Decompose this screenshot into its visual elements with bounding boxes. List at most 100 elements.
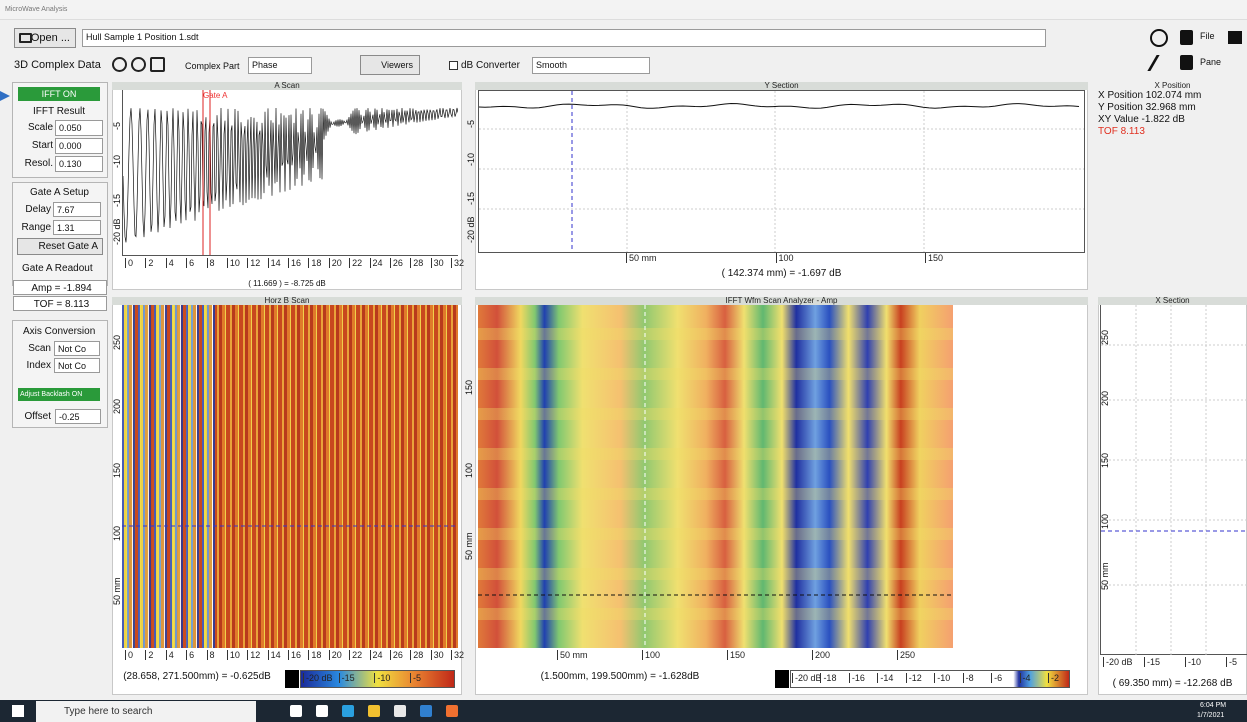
y-tick-label: -15 bbox=[466, 192, 476, 205]
ifft-colorbar-black bbox=[775, 670, 789, 688]
x-position-title: X Position bbox=[1098, 82, 1247, 90]
y-tick-label: 100 bbox=[464, 462, 474, 477]
start-input[interactable]: 0.000 bbox=[55, 138, 103, 154]
smooth-select[interactable]: Smooth bbox=[532, 57, 650, 74]
position-line: Y Position 32.968 mm bbox=[1098, 102, 1196, 113]
scale-input[interactable]: 0.050 bbox=[55, 120, 103, 136]
window-title: MicroWave Analysis bbox=[5, 6, 67, 13]
scan-label: Scan bbox=[17, 342, 51, 356]
file-button[interactable]: File bbox=[1200, 31, 1215, 41]
index-label: Index bbox=[17, 359, 51, 373]
a-scan-wave bbox=[123, 90, 458, 255]
x-tick-label: 14 bbox=[268, 258, 281, 268]
taskbar-app[interactable] bbox=[368, 705, 380, 717]
ifft-on-button[interactable]: IFFT ON bbox=[18, 87, 100, 101]
y-tick-label: 150 bbox=[464, 380, 474, 395]
x-tick-label: 30 bbox=[431, 258, 444, 268]
edit-icon[interactable] bbox=[1147, 55, 1170, 71]
offset-label: Offset bbox=[17, 410, 51, 424]
app-window: MicroWave AnalysisOpen ...Hull Sample 1 … bbox=[0, 0, 1247, 722]
scale-label: Scale bbox=[17, 121, 53, 135]
x-tick-label: -18 bbox=[820, 673, 836, 683]
x-tick-label: 4 bbox=[166, 650, 174, 660]
taskbar-app[interactable] bbox=[316, 705, 328, 717]
taskbar-app[interactable] bbox=[394, 705, 406, 717]
x-tick-label: 150 bbox=[925, 253, 943, 263]
info-icon[interactable] bbox=[1150, 29, 1168, 47]
ifft-panel-title: IFFT Wfm Scan Analyzer - Amp bbox=[475, 297, 1088, 305]
y-tick-label: -20 dB bbox=[112, 218, 122, 245]
x-tick-label: 6 bbox=[186, 650, 194, 660]
resol-label: Resol. bbox=[17, 157, 53, 171]
folder-icon bbox=[19, 33, 32, 43]
db-converter-label: dB Converter bbox=[461, 59, 520, 73]
x-section-overlay bbox=[1101, 305, 1247, 655]
scan-select[interactable]: Not Co bbox=[54, 341, 100, 356]
x-tick-label: 50 mm bbox=[626, 253, 657, 263]
print-icon[interactable] bbox=[1228, 31, 1242, 44]
x-tick-label: 26 bbox=[390, 258, 403, 268]
taskbar-app[interactable] bbox=[290, 705, 302, 717]
resol-input[interactable]: 0.130 bbox=[55, 156, 103, 172]
x-tick-label: -15 bbox=[339, 673, 355, 683]
x-tick-label: 4 bbox=[166, 258, 174, 268]
offset-input[interactable]: -0.25 bbox=[55, 409, 101, 424]
y-tick-label: 50 mm bbox=[1100, 562, 1110, 590]
horz-b-colorbar-black bbox=[285, 670, 299, 688]
x-tick-label: 18 bbox=[308, 650, 321, 660]
x-tick-label: 28 bbox=[410, 650, 423, 660]
x-tick-label: -12 bbox=[906, 673, 922, 683]
db-checkbox[interactable] bbox=[449, 61, 458, 70]
zoom-out-button[interactable] bbox=[131, 57, 146, 72]
y-section-panel-title: Y Section bbox=[475, 82, 1088, 90]
x-tick-label: 24 bbox=[370, 650, 383, 660]
y-tick-label: 150 bbox=[1100, 452, 1110, 467]
y-tick-label: 200 bbox=[1100, 391, 1110, 406]
horz-b-overlay bbox=[122, 305, 458, 648]
x-tick-label: 16 bbox=[288, 650, 301, 660]
x-tick-label: 14 bbox=[268, 650, 281, 660]
amp-readout: Amp = -1.894 bbox=[13, 280, 107, 295]
x-tick-label: 12 bbox=[247, 258, 260, 268]
search-text: Type here to search bbox=[64, 706, 152, 717]
taskbar-app[interactable] bbox=[342, 705, 354, 717]
start-button[interactable] bbox=[12, 705, 24, 717]
y-tick-label: -15 bbox=[112, 194, 122, 207]
x-tick-label: -6 bbox=[991, 673, 1002, 683]
x-tick-label: -5 bbox=[410, 673, 421, 683]
index-select[interactable]: Not Co bbox=[54, 358, 100, 373]
x-tick-label: 18 bbox=[308, 258, 321, 268]
backlash-button[interactable]: Adjust Backlash ON bbox=[18, 388, 100, 401]
taskbar-app[interactable] bbox=[446, 705, 458, 717]
reset-gate-button[interactable]: Reset Gate A bbox=[17, 238, 103, 255]
viewers-button[interactable]: Viewers bbox=[360, 55, 420, 75]
x-section-readout: ( 69.350 mm) = -12.268 dB bbox=[1098, 678, 1247, 689]
pane-save-icon[interactable] bbox=[1180, 55, 1193, 70]
y-tick-label: 50 mm bbox=[112, 577, 122, 605]
x-tick-label: -8 bbox=[963, 673, 974, 683]
zoom-in-button[interactable] bbox=[112, 57, 127, 72]
position-line: X Position 102.074 mm bbox=[1098, 90, 1201, 101]
y-tick-label: -20 dB bbox=[466, 216, 476, 243]
save-icon[interactable] bbox=[1180, 30, 1193, 45]
range-input[interactable]: 1.31 bbox=[53, 220, 101, 235]
x-tick-label: 150 bbox=[727, 650, 745, 660]
x-tick-label: 6 bbox=[186, 258, 194, 268]
gate-readout-label: Gate A Readout bbox=[22, 262, 93, 276]
complex-part-label: Complex Part bbox=[185, 59, 240, 73]
pan-button[interactable] bbox=[150, 57, 165, 72]
pane-button[interactable]: Pane bbox=[1200, 57, 1221, 67]
x-tick-label: -2 bbox=[1048, 673, 1059, 683]
taskbar-app[interactable] bbox=[420, 705, 432, 717]
y-tick-label: -5 bbox=[112, 122, 122, 130]
complex-part-select[interactable]: Phase bbox=[248, 57, 312, 74]
x-tick-label: 2 bbox=[145, 258, 153, 268]
file-path[interactable]: Hull Sample 1 Position 1.sdt bbox=[82, 29, 1046, 47]
x-tick-label: 0 bbox=[125, 258, 133, 268]
x-tick-label: -20 dB bbox=[792, 673, 822, 683]
x-tick-label: 26 bbox=[390, 650, 403, 660]
x-tick-label: 250 bbox=[897, 650, 915, 660]
y-tick-label: 100 bbox=[112, 526, 122, 541]
delay-input[interactable]: 7.67 bbox=[53, 202, 101, 217]
x-tick-label: 20 bbox=[329, 650, 342, 660]
